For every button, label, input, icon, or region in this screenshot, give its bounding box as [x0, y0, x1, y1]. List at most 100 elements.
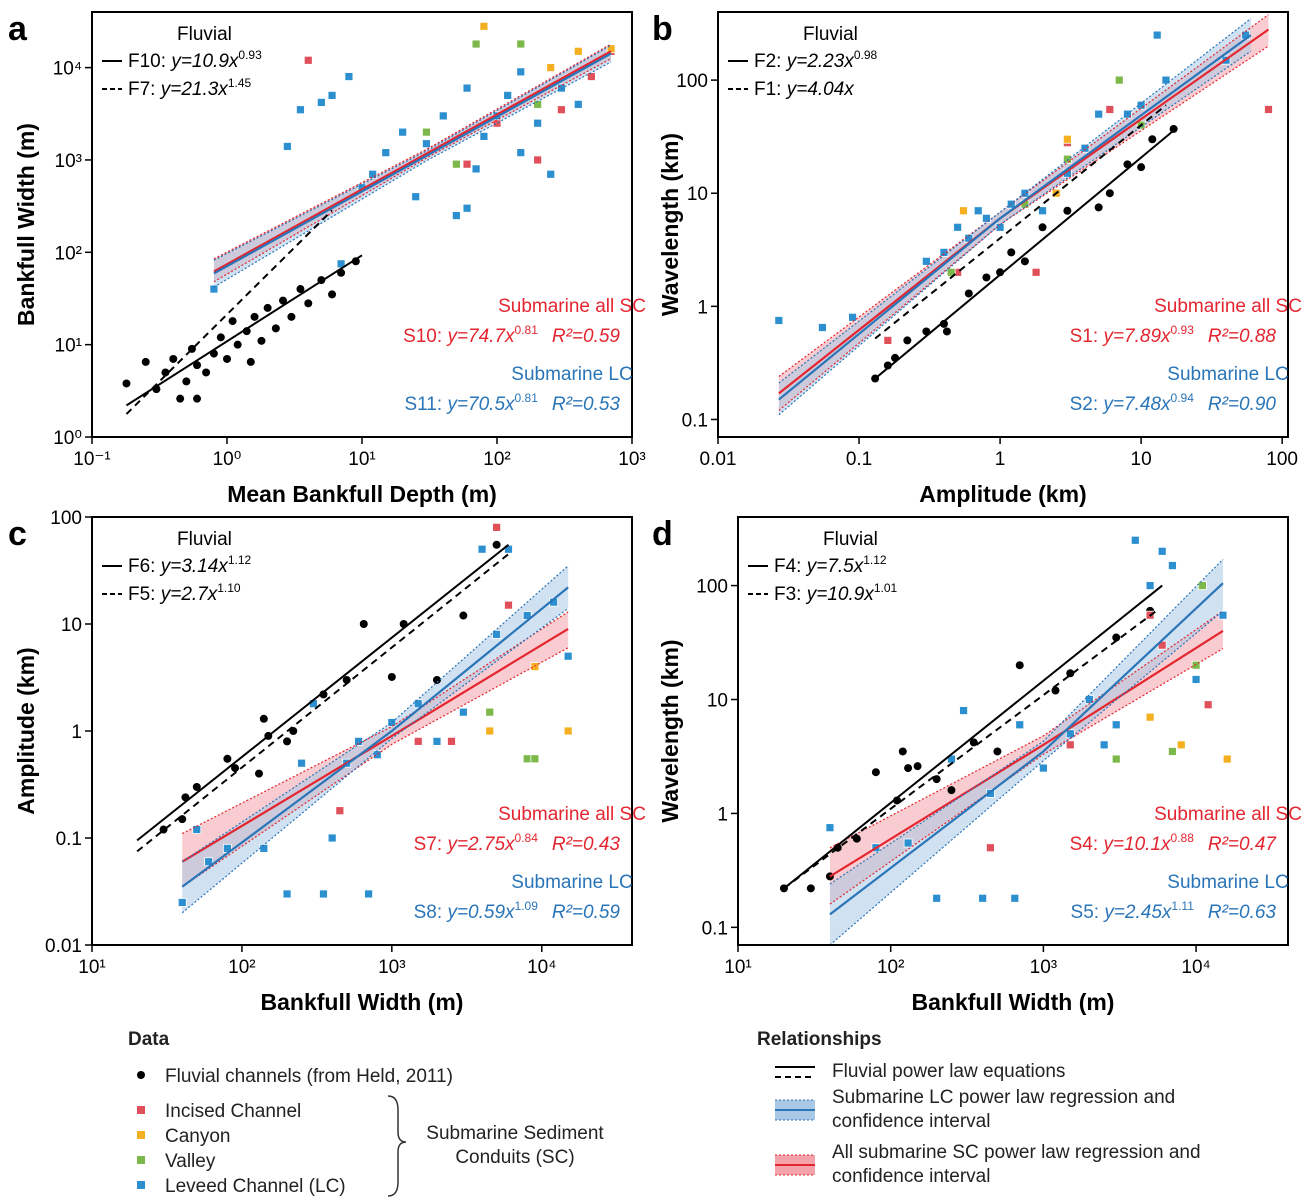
data-point	[231, 764, 240, 773]
equation-label: F5:	[128, 584, 161, 605]
x-tick-label: 10⁻¹	[73, 449, 111, 470]
equation-exponent: 0.93	[238, 48, 262, 62]
data-point	[1197, 581, 1207, 590]
fluvial-title: Fluvial	[177, 24, 232, 45]
data-point	[969, 738, 978, 747]
data-point	[533, 99, 543, 109]
data-point	[1094, 109, 1104, 119]
data-point	[921, 256, 931, 266]
data-point	[335, 806, 345, 816]
data-point	[563, 651, 573, 661]
data-point	[522, 754, 532, 764]
data-point	[178, 815, 187, 824]
data-point	[296, 285, 305, 294]
equation-exponent: 0.94	[1171, 391, 1195, 405]
equation-formula: y=70.5x	[445, 394, 516, 415]
data-point	[932, 893, 942, 903]
y-tick-label: 0.01	[45, 936, 82, 957]
confidence-edge	[829, 610, 1224, 945]
equation: F2: y=2.23x0.98	[754, 48, 877, 72]
equation: F6: y=3.14x1.12	[128, 553, 251, 577]
data-point	[316, 97, 326, 107]
plot-area	[774, 14, 1273, 416]
equation-exponent: 1.11	[1171, 899, 1194, 913]
data-point	[479, 131, 489, 141]
equation-label: S10:	[403, 326, 447, 347]
data-point	[141, 357, 150, 366]
data-point	[1105, 189, 1114, 198]
legend-marker	[137, 1156, 145, 1164]
data-point	[485, 707, 495, 717]
equation: S1: y=7.89x0.93 R²=0.88	[1070, 323, 1277, 347]
data-point	[223, 354, 231, 363]
data-point	[492, 629, 502, 639]
confidence-edge	[181, 647, 569, 888]
fluvial-fit-line	[783, 610, 1158, 890]
data-point	[959, 706, 968, 715]
equation: S4: y=10.1x0.88 R²=0.47	[1070, 831, 1278, 855]
submarine-title: Submarine all SC	[1154, 804, 1302, 825]
r-squared: R²=0.47	[1208, 834, 1278, 855]
fluvial-fit-line	[783, 584, 1163, 890]
plot-area	[122, 21, 616, 415]
data-point	[1218, 610, 1228, 620]
confidence-edge	[829, 610, 1224, 849]
x-tick-label: 1	[995, 449, 1006, 470]
legend-label: Incised Channel	[165, 1101, 301, 1122]
x-tick-label: 0.01	[700, 449, 737, 470]
regression-line	[213, 52, 612, 275]
submarine-title: Submarine all SC	[498, 804, 646, 825]
data-point	[254, 769, 263, 778]
legend-marker	[137, 1106, 145, 1114]
x-tick-label: 10¹	[348, 449, 375, 470]
data-point	[1114, 75, 1124, 85]
data-point	[903, 838, 913, 848]
data-point	[228, 317, 237, 326]
submarine-title: Submarine LC	[1167, 872, 1288, 893]
data-point	[516, 148, 526, 158]
data-point	[982, 213, 991, 223]
equation-formula: y=10.1x	[1101, 834, 1172, 855]
panel: c Bankfull Width (m) Amplitude (km) 10¹ 10² 1…	[8, 508, 646, 1015]
x-tick-label: 10⁴	[1181, 957, 1210, 978]
data-point	[959, 206, 968, 216]
data-point	[327, 833, 337, 843]
y-tick-label: 1	[697, 297, 708, 318]
data-point	[122, 379, 131, 388]
equation-formula: y=7.48x	[1101, 394, 1172, 415]
equation-exponent: 0.84	[515, 831, 539, 845]
data-point	[458, 707, 468, 717]
data-point	[1136, 100, 1146, 110]
data-point	[818, 323, 827, 332]
data-point	[953, 222, 963, 232]
y-tick-label: 100	[696, 577, 728, 598]
submarine-title: Submarine all SC	[498, 296, 646, 317]
confidence-edge	[778, 14, 1269, 377]
data-point	[1222, 754, 1232, 764]
data-point	[169, 354, 178, 363]
y-tick-label: 0.1	[56, 829, 82, 850]
data-point	[193, 394, 202, 403]
panel-letter: a	[8, 10, 28, 48]
equation-label: S11:	[404, 394, 447, 415]
r-squared: R²=0.88	[1208, 326, 1277, 347]
data-point	[387, 718, 397, 727]
data-point	[432, 675, 441, 684]
equation-formula: y=10.9x	[169, 51, 240, 72]
equation: F10: y=10.9x0.93	[128, 48, 262, 72]
x-tick-label: 10²	[483, 449, 510, 470]
y-axis-label: Bankfull Width (m)	[13, 123, 39, 326]
data-point	[1020, 257, 1029, 266]
x-tick-label: 100	[1266, 449, 1298, 470]
data-point	[1099, 740, 1109, 750]
data-point	[364, 889, 374, 899]
equation-exponent: 0.81	[515, 323, 539, 337]
data-point	[479, 21, 489, 31]
data-point	[204, 857, 214, 867]
data-point	[993, 747, 1002, 756]
data-point	[1038, 206, 1047, 216]
data-point	[411, 192, 421, 202]
x-tick-label: 10²	[228, 957, 255, 978]
data-point	[1168, 561, 1177, 570]
